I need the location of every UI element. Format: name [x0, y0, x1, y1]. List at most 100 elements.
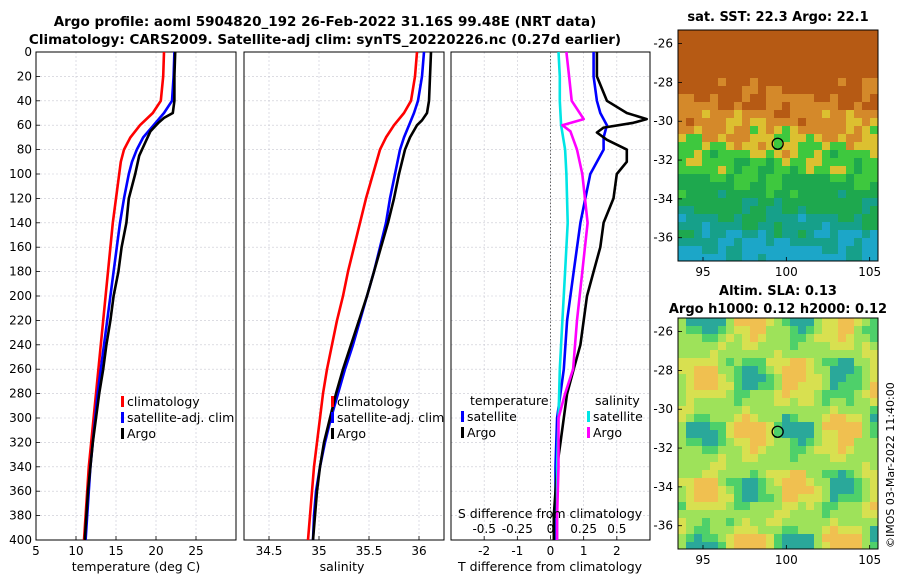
figure-title-line1: Argo profile: aoml 5904820_192 26-Feb-20…: [53, 14, 597, 30]
imos-stamp: ©IMOS 03-Mar-2022 11:40:00: [884, 382, 897, 548]
sal-legend-1-label: satellite-adj. clim: [337, 410, 444, 425]
depth-tick-label: 360: [9, 484, 32, 498]
sal-panel-xtick-label: 36: [411, 544, 426, 558]
temp-series-climatology: [82, 51, 166, 541]
sla-lat-label: -26: [653, 325, 673, 339]
sla-lat-label: -30: [653, 402, 673, 416]
sst-lon-label: 105: [858, 265, 881, 279]
sst-map-field: [678, 30, 878, 261]
diff-series-s-argo: [555, 51, 589, 540]
temp-legend-0-label: climatology: [127, 394, 200, 409]
sal-panel-xtick-label: 34.5: [256, 544, 283, 558]
temp-xlabel: temperature (deg C): [72, 559, 201, 574]
depth-tick-label: 220: [9, 313, 32, 327]
sst-lat-label: -32: [653, 153, 673, 167]
temp-panel-xtick-label: 20: [148, 544, 163, 558]
diff-s-tick-label: 0: [547, 522, 555, 536]
diff-series-t-argo: [552, 52, 649, 540]
diff-legend-s-0-label: satellite: [593, 409, 643, 424]
sst-lat-label: -36: [653, 231, 673, 245]
sst-map-title: sat. SST: 22.3 Argo: 22.1: [687, 10, 869, 25]
sal-panel-xtick-label: 35.5: [356, 544, 383, 558]
depth-tick-label: 20: [17, 69, 32, 83]
depth-tick-label: 280: [9, 387, 32, 401]
temp-panel-xtick-label: 5: [32, 544, 40, 558]
depth-tick-label: 100: [9, 167, 32, 181]
temp-legend-1-label: satellite-adj. clim: [127, 410, 234, 425]
diff-legend-t-1-label: Argo: [467, 425, 496, 440]
temp-panel-xtick-label: 25: [188, 544, 203, 558]
sla-lon-label: 100: [775, 553, 798, 567]
sst-lat-label: -28: [653, 75, 673, 89]
sst-lat-label: -34: [653, 192, 673, 206]
sst-map-frame: [677, 29, 879, 262]
diff-legend-temperature-title: temperature: [470, 393, 549, 408]
depth-tick-label: 300: [9, 411, 32, 425]
sla-lat-label: -36: [653, 519, 673, 533]
diff-xlabel: T difference from climatology: [457, 559, 643, 574]
depth-tick-label: 320: [9, 435, 32, 449]
depth-tick-label: 380: [9, 509, 32, 523]
sla-map-field: [678, 318, 878, 549]
diff-s-tick-label: 0.5: [607, 522, 626, 536]
depth-tick-label: 60: [17, 118, 32, 132]
diff-legend-t-1-swatch: [461, 427, 464, 438]
sst-lat-label: -30: [653, 114, 673, 128]
temp-legend-2-swatch: [121, 428, 124, 439]
temp-panel-xtick-label: 15: [108, 544, 123, 558]
diff-s-tick-label: -0.25: [502, 522, 533, 536]
diff-legend-s-1-swatch: [587, 427, 590, 438]
depth-tick-label: 340: [9, 460, 32, 474]
sla-lon-label: 105: [858, 553, 881, 567]
depth-tick-label: 240: [9, 338, 32, 352]
temp-legend-2-label: Argo: [127, 426, 156, 441]
depth-tick-label: 200: [9, 289, 32, 303]
depth-tick-label: 180: [9, 265, 32, 279]
sal-legend-1-swatch: [331, 412, 334, 423]
depth-tick-label: 260: [9, 362, 32, 376]
diff-legend-t-0-swatch: [461, 411, 464, 422]
depth-tick-label: 140: [9, 216, 32, 230]
sla-lat-label: -34: [653, 480, 673, 494]
depth-tick-label: 40: [17, 94, 32, 108]
sla-lon-label: 95: [695, 553, 710, 567]
temp-panel-xtick-label: 10: [68, 544, 83, 558]
diff-panel-xtick-label: -2: [478, 544, 490, 558]
diff-s-axis-label: S difference from climatology: [458, 506, 643, 521]
sla-lat-label: -28: [653, 363, 673, 377]
temp-series-argo: [83, 51, 177, 541]
depth-tick-label: 400: [9, 533, 32, 547]
sla-map-title-line1: Altim. SLA: 0.13: [719, 284, 837, 299]
sst-lat-label: -26: [653, 37, 673, 51]
sal-panel-xtick-label: 35: [311, 544, 326, 558]
sst-lon-label: 95: [695, 265, 710, 279]
diff-panel-xtick-label: -1: [511, 544, 523, 558]
sal-legend-0-swatch: [331, 396, 334, 407]
diff-legend-salinity-title: salinity: [595, 393, 640, 408]
temp-legend-0-swatch: [121, 396, 124, 407]
depth-tick-label: 80: [17, 143, 32, 157]
diff-legend-s-1-label: Argo: [593, 425, 622, 440]
sal-legend-2-swatch: [331, 428, 334, 439]
sst-lon-label: 100: [775, 265, 798, 279]
sla-map-frame: [677, 317, 879, 550]
diff-panel-xtick-label: 2: [613, 544, 621, 558]
sla-map-title-line2: Argo h1000: 0.12 h2000: 0.12: [668, 302, 888, 317]
sal-panel-axes-frame: [243, 51, 445, 541]
sla-argo-location-marker: [771, 425, 784, 438]
sal-xlabel: salinity: [320, 559, 365, 574]
diff-panel-xtick-label: 0: [547, 544, 555, 558]
depth-tick-label: 120: [9, 191, 32, 205]
diff-panel-xtick-label: 1: [580, 544, 588, 558]
sst-argo-location-marker: [771, 137, 784, 150]
figure-title-line2: Climatology: CARS2009. Satellite-adj cli…: [28, 32, 622, 48]
diff-legend-t-0-label: satellite: [467, 409, 517, 424]
diff-legend-s-0-swatch: [587, 411, 590, 422]
temp-legend-1-swatch: [121, 412, 124, 423]
depth-tick-label: 160: [9, 240, 32, 254]
sal-legend-0-label: climatology: [337, 394, 410, 409]
diff-s-tick-label: -0.5: [472, 522, 495, 536]
depth-tick-label: 0: [24, 45, 32, 59]
sal-series-argo: [311, 51, 433, 541]
